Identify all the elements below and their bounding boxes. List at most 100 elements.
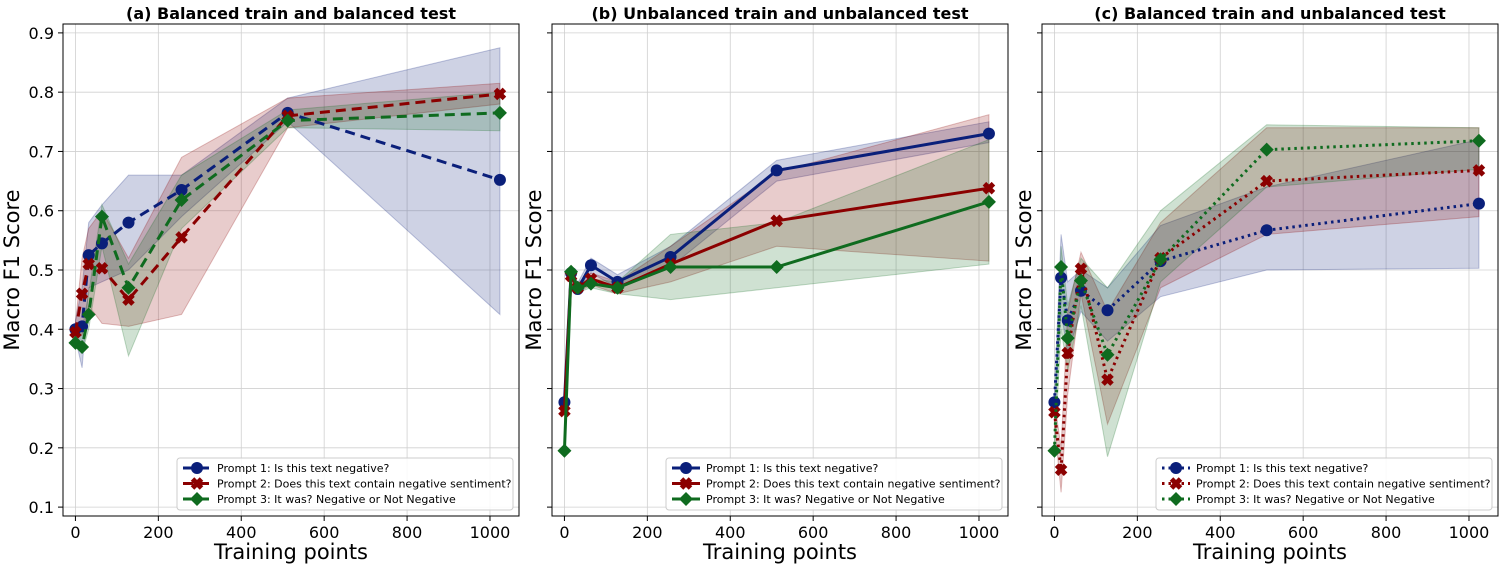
- data-point: [610, 280, 625, 295]
- legend-label: Prompt 3: It was? Negative or Not Negati…: [1196, 493, 1435, 506]
- data-point: [75, 287, 89, 300]
- legend: Prompt 1: Is this text negative? Prompt 2…: [1155, 457, 1493, 511]
- data-point: [1060, 331, 1075, 346]
- legend-entry-3: Prompt 3: It was? Negative or Not Negati…: [672, 492, 945, 506]
- x-tick-label: 600: [309, 523, 340, 542]
- data-point: [1054, 463, 1068, 477]
- data-point: [1471, 133, 1486, 148]
- legend-entry-1: Prompt 1: Is this text negative?: [672, 462, 879, 475]
- data-point: [175, 231, 188, 244]
- data-point: [1472, 164, 1486, 177]
- x-axis-label: Training points: [213, 540, 368, 564]
- x-tick-label: 800: [392, 523, 423, 542]
- y-tick-label: 0.8: [29, 83, 54, 102]
- x-axis-label: Training points: [702, 540, 857, 564]
- legend-marker: [679, 492, 693, 506]
- legend-marker: [1169, 477, 1183, 490]
- series-line-3: [74, 111, 500, 350]
- chart-title: (a) Balanced train and balanced test: [126, 4, 456, 23]
- legend-box: [1155, 457, 1493, 511]
- data-point: [1047, 443, 1062, 458]
- y-tick-label: 0.2: [29, 439, 54, 458]
- legend-label: Prompt 1: Is this text negative?: [1196, 462, 1369, 475]
- y-tick-label: 0.6: [29, 202, 54, 221]
- x-tick-label: 0: [1049, 523, 1059, 542]
- data-point: [280, 113, 295, 128]
- data-point: [1055, 271, 1068, 284]
- data-point: [81, 307, 96, 322]
- data-point: [982, 127, 995, 140]
- data-point: [122, 216, 135, 229]
- y-tick-label: 0.1: [29, 498, 54, 517]
- x-tick-label: 400: [1205, 523, 1236, 542]
- legend-box: [176, 457, 514, 511]
- x-axis: 0 200 400 600 800 1000: [70, 516, 510, 542]
- x-axis-label: Training points: [1192, 540, 1347, 564]
- legend-marker: [191, 462, 203, 474]
- data-point: [95, 261, 109, 275]
- data-point: [583, 276, 598, 291]
- legend-label: Prompt 2: Does this text contain negativ…: [706, 478, 1001, 491]
- y-axis: [1037, 32, 1042, 508]
- data-point: [121, 280, 136, 295]
- legend-marker: [190, 477, 204, 490]
- legend-label: Prompt 3: It was? Negative or Not Negati…: [217, 493, 456, 506]
- legend-entry-3: Prompt 3: It was? Negative or Not Negati…: [183, 492, 456, 506]
- x-tick-label: 1000: [1449, 523, 1490, 542]
- legend-marker: [190, 492, 204, 506]
- data-point: [1073, 273, 1088, 288]
- data-point: [982, 181, 996, 195]
- series-3: [68, 105, 507, 355]
- chart-title: (b) Unbalanced train and unbalanced test: [591, 4, 968, 23]
- legend-entry-2: Prompt 2: Does this text contain negativ…: [183, 477, 512, 491]
- legend-marker: [1170, 462, 1182, 474]
- data-point: [584, 259, 597, 272]
- panel-1: 0 200 400 600 800 10000.10.20.30.40.50.60.70.…: [0, 4, 520, 564]
- data-point: [1061, 346, 1074, 360]
- legend-entry-2: Prompt 2: Does this text contain negativ…: [1162, 477, 1491, 491]
- legend-label: Prompt 1: Is this text negative?: [217, 462, 390, 475]
- data-point: [1260, 174, 1273, 188]
- x-tick-label: 0: [559, 523, 569, 542]
- series-3: [557, 194, 996, 458]
- x-tick-label: 200: [1122, 523, 1153, 542]
- data-point: [769, 260, 784, 275]
- data-point: [981, 194, 996, 209]
- y-axis-label: Macro F1 Score: [522, 189, 546, 350]
- data-point: [75, 340, 90, 355]
- legend-marker: [679, 477, 693, 490]
- data-point: [1153, 252, 1168, 267]
- legend-marker: [1169, 492, 1183, 506]
- x-tick-label: 200: [632, 523, 663, 542]
- data-point: [1260, 224, 1273, 237]
- data-point: [82, 257, 95, 271]
- data-point: [1259, 142, 1274, 157]
- band-series-3: [74, 91, 501, 358]
- grid: [552, 24, 1008, 516]
- y-axis-label: Macro F1 Score: [1012, 189, 1036, 350]
- data-point: [770, 214, 783, 228]
- legend: Prompt 1: Is this text negative? Prompt 2…: [665, 457, 1003, 511]
- x-tick-label: 0: [70, 523, 80, 542]
- band-series-3: [1053, 124, 1480, 457]
- data-point: [663, 260, 678, 275]
- x-tick-label: 600: [1288, 523, 1319, 542]
- data-point: [1074, 262, 1088, 276]
- data-point: [1472, 197, 1485, 210]
- x-tick-label: 1000: [470, 523, 511, 542]
- series-line-3: [1052, 139, 1479, 451]
- data-point: [94, 209, 109, 224]
- data-point: [570, 280, 585, 295]
- data-point: [1048, 405, 1061, 419]
- data-point: [1101, 304, 1114, 317]
- data-point: [492, 105, 507, 120]
- chart-title: (c) Balanced train and unbalanced test: [1094, 4, 1446, 23]
- x-tick-label: 200: [143, 523, 174, 542]
- data-point: [493, 87, 507, 101]
- legend-label: Prompt 2: Does this text contain negativ…: [1196, 478, 1491, 491]
- grid: [63, 24, 519, 516]
- y-axis-label: Macro F1 Score: [0, 189, 24, 350]
- data-point: [1054, 260, 1069, 275]
- y-tick-label: 0.7: [29, 142, 54, 161]
- x-tick-label: 1000: [959, 523, 1000, 542]
